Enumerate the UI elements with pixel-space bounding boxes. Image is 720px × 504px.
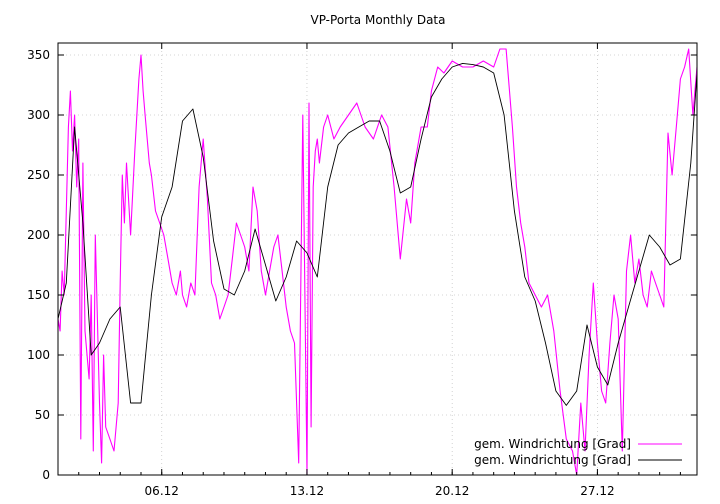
- x-tick-label: 27.12: [580, 484, 614, 498]
- x-tick-label: 13.12: [290, 484, 324, 498]
- series-line-smoothed: [57, 62, 698, 406]
- y-tick-label: 250: [27, 168, 50, 182]
- grid-lines: [58, 43, 697, 475]
- y-tick-label: 350: [27, 48, 50, 62]
- series-line-raw: [57, 48, 698, 476]
- legend: gem. Windrichtung [Grad] gem. Windrichtun…: [474, 437, 682, 467]
- legend-label: gem. Windrichtung [Grad]: [474, 437, 631, 451]
- y-tick-label: 0: [42, 468, 50, 482]
- y-tick-label: 100: [27, 348, 50, 362]
- series-layer: [57, 48, 698, 476]
- y-tick-label: 200: [27, 228, 50, 242]
- y-tick-label: 300: [27, 108, 50, 122]
- chart-title: VP-Porta Monthly Data: [311, 13, 446, 27]
- x-tick-label: 06.12: [145, 484, 179, 498]
- y-tick-label: 150: [27, 288, 50, 302]
- x-tick-label: 20.12: [435, 484, 469, 498]
- plot-frame: [57, 42, 698, 476]
- legend-label: gem. Windrichtung [Grad]: [474, 453, 631, 467]
- axis-ticks: 0 50 100 150 200 250 300 350 06.12 13.12 20.12 27.1…: [27, 43, 697, 498]
- y-tick-label: 50: [35, 408, 50, 422]
